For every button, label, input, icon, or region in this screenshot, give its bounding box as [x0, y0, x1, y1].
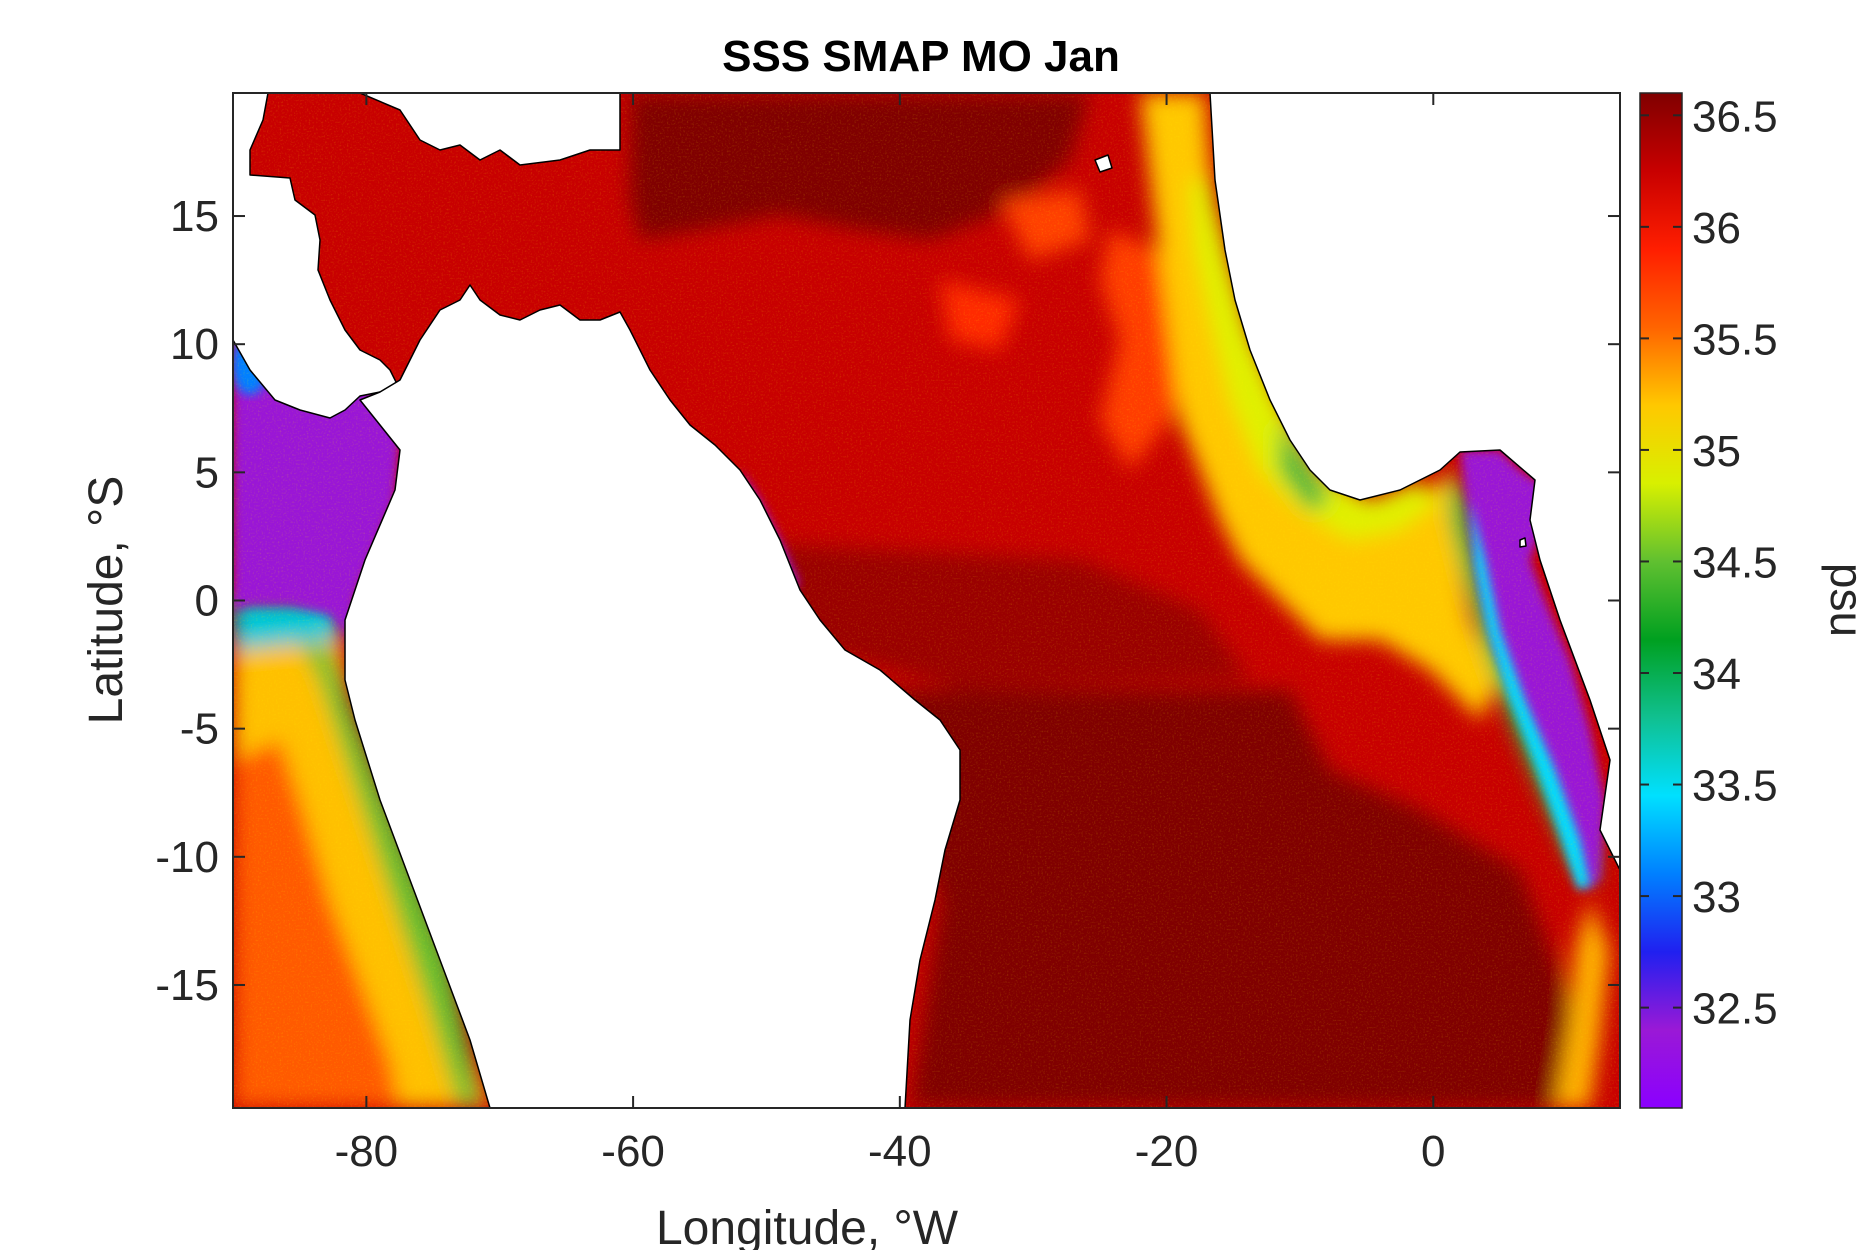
y-axis: 15 10 5 0 -5 -10 -15 — [155, 192, 1620, 1010]
y-tick-label: -10 — [155, 833, 219, 882]
y-tick-label: 5 — [195, 448, 219, 497]
y-tick-label: 15 — [170, 192, 219, 241]
colorbar-tick-label: 35 — [1692, 427, 1741, 476]
map-title: SSS SMAP MO Jan — [722, 32, 1120, 81]
y-axis-label: Latitude, °S — [80, 476, 133, 725]
landmass-north-america — [233, 93, 401, 419]
x-tick-label: -80 — [335, 1127, 399, 1176]
colorbar-tick-label: 36.5 — [1692, 92, 1778, 141]
colorbar: 36.5 36 35.5 35 34.5 34 33.5 33 32.5 psu — [1639, 92, 1873, 1109]
land-masses — [233, 93, 1620, 1108]
colorbar-tick-label: 33.5 — [1692, 762, 1778, 811]
colorbar-tick-label: 32.5 — [1692, 985, 1778, 1034]
x-tick-label: -40 — [868, 1127, 932, 1176]
colorbar-tick-label: 34 — [1692, 650, 1741, 699]
colorbar-gradient — [1639, 92, 1683, 1109]
map-plot-area — [233, 93, 1620, 1108]
y-tick-label: 0 — [195, 577, 219, 626]
landmass-africa — [1209, 93, 1620, 871]
colorbar-tick-label: 35.5 — [1692, 315, 1778, 364]
landmass-south-america — [344, 284, 961, 1108]
colorbar-tick-label: 36 — [1692, 204, 1741, 253]
landmass-cuba-hispaniola — [359, 93, 621, 166]
landmass-cape-verde — [1094, 154, 1113, 173]
x-axis-label: Longitude, °W — [656, 1202, 959, 1250]
x-tick-label: -60 — [601, 1127, 665, 1176]
colorbar-tick-label: 34.5 — [1692, 538, 1778, 587]
colorbar-tick-label: 33 — [1692, 873, 1741, 922]
colorbar-ticks: 36.5 36 35.5 35 34.5 34 33.5 33 32.5 — [1640, 92, 1778, 1034]
x-tick-label: -20 — [1135, 1127, 1199, 1176]
landmass-bioko — [1519, 537, 1527, 548]
colorbar-label: psu — [1821, 563, 1873, 637]
x-tick-label: 0 — [1421, 1127, 1445, 1176]
y-tick-label: 10 — [170, 320, 219, 369]
x-axis: -80 -60 -40 -20 0 — [335, 93, 1446, 1176]
y-tick-label: -5 — [180, 705, 219, 754]
y-tick-label: -15 — [155, 961, 219, 1010]
